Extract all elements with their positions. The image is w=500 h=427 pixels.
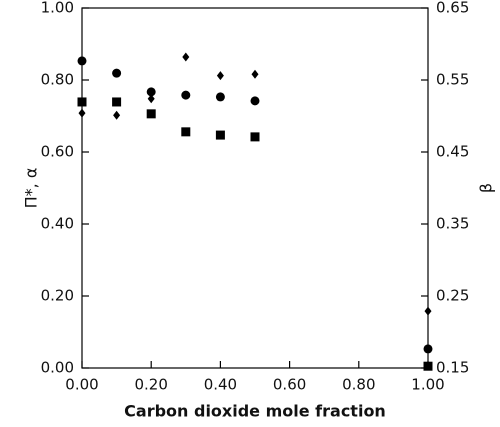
plot-frame [81,7,429,369]
y-tick-label: 0.60 [41,143,74,161]
y2-tick-label: 0.55 [436,71,469,89]
y-tick-label: 0.20 [41,287,74,305]
y2-axis-title: β [477,183,496,193]
point [78,108,86,118]
point [423,344,433,354]
x-tick-label: 0.40 [204,376,237,394]
point [182,52,190,62]
point [250,96,260,106]
point [113,110,121,120]
x-axis-title: Carbon dioxide mole fraction [124,402,386,421]
point [147,94,155,104]
point [424,306,432,316]
x-tick-label: 0.80 [342,376,375,394]
point [112,68,122,78]
point [215,130,225,140]
point [250,132,260,142]
y2-tick-label: 0.45 [436,143,469,161]
y-axis-title: Π*, α [22,168,41,209]
y-tick-label: 0.00 [41,359,74,377]
point [112,97,122,107]
y2-tick-label: 0.15 [436,359,469,377]
point [181,90,191,100]
point [146,109,156,119]
x-tick-label: 1.00 [411,376,444,394]
y2-tick-label: 0.65 [436,0,469,17]
y2-tick-label: 0.35 [436,215,469,233]
point [181,127,191,137]
x-tick-label: 0.60 [273,376,306,394]
point [216,71,224,81]
x-tick-label: 0.20 [134,376,167,394]
y-tick-label: 1.00 [41,0,74,17]
y-tick-label: 0.80 [41,71,74,89]
point [146,87,156,97]
point [215,92,225,102]
point [77,97,87,107]
point [423,361,433,371]
x-tick-label: 0.00 [65,376,98,394]
y2-tick-label: 0.25 [436,287,469,305]
point [77,56,87,66]
y-tick-label: 0.40 [41,215,74,233]
point [251,69,259,79]
